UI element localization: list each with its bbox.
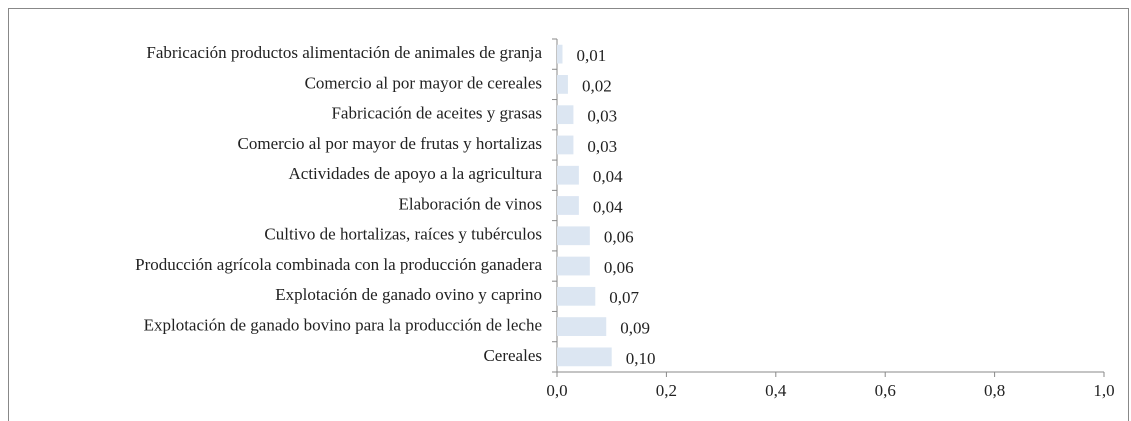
y-tick-label: Cereales bbox=[483, 346, 542, 365]
y-tick-label: Explotación de ganado bovino para la pro… bbox=[144, 315, 542, 334]
bar bbox=[557, 75, 568, 94]
data-label: 0,10 bbox=[626, 349, 656, 368]
data-label: 0,09 bbox=[620, 318, 650, 337]
data-label: 0,04 bbox=[593, 167, 623, 186]
data-label: 0,01 bbox=[576, 46, 606, 65]
x-tick-label: 0,2 bbox=[656, 381, 677, 400]
bar bbox=[557, 196, 579, 215]
x-tick-label: 0,4 bbox=[765, 381, 787, 400]
data-label: 0,06 bbox=[604, 228, 634, 247]
y-tick-label: Actividades de apoyo a la agricultura bbox=[289, 164, 543, 183]
data-label: 0,03 bbox=[587, 107, 617, 126]
x-tick-label: 0,6 bbox=[875, 381, 896, 400]
data-label: 0,04 bbox=[593, 197, 623, 216]
y-tick-label: Comercio al por mayor de cereales bbox=[305, 73, 542, 92]
bar bbox=[557, 105, 574, 125]
y-tick-label: Elaboración de vinos bbox=[398, 194, 542, 213]
data-label: 0,02 bbox=[582, 76, 612, 95]
y-tick-label: Producción agrícola combinada con la pro… bbox=[135, 255, 542, 274]
y-tick-label: Explotación de ganado ovino y caprino bbox=[275, 285, 542, 304]
bar bbox=[557, 286, 596, 306]
chart-frame bbox=[8, 8, 1129, 421]
data-label: 0,07 bbox=[609, 288, 639, 307]
bar bbox=[557, 226, 590, 246]
x-tick-label: 1,0 bbox=[1093, 381, 1114, 400]
y-tick-label: Fabricación de aceites y grasas bbox=[331, 104, 542, 123]
x-tick-label: 0,0 bbox=[546, 381, 567, 400]
y-tick-label: Cultivo de hortalizas, raíces y tubércul… bbox=[264, 225, 542, 244]
bar bbox=[557, 135, 574, 155]
bar bbox=[557, 165, 579, 185]
data-label: 0,03 bbox=[587, 137, 617, 156]
y-tick-label: Fabricación productos alimentación de an… bbox=[146, 43, 542, 62]
bar bbox=[557, 347, 612, 367]
data-label: 0,06 bbox=[604, 258, 634, 277]
bar bbox=[557, 317, 607, 336]
y-tick-label: Comercio al por mayor de frutas y hortal… bbox=[238, 134, 542, 153]
x-tick-label: 0,8 bbox=[984, 381, 1005, 400]
bar bbox=[557, 256, 590, 276]
bar bbox=[557, 44, 563, 64]
